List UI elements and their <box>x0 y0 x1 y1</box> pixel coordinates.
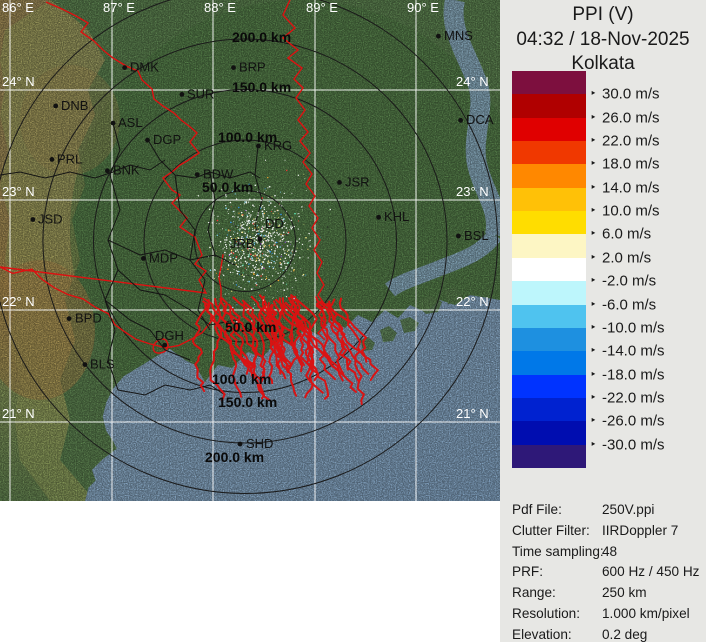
svg-text:DGH: DGH <box>155 328 184 343</box>
svg-text:BPD: BPD <box>75 311 102 326</box>
svg-text:100.0 km: 100.0 km <box>212 371 271 387</box>
svg-text:200.0 km: 200.0 km <box>205 449 264 465</box>
svg-text:150.0 km: 150.0 km <box>218 394 277 410</box>
svg-text:BRP: BRP <box>239 60 266 75</box>
svg-text:90° E: 90° E <box>407 0 439 15</box>
svg-text:DGP: DGP <box>153 132 181 147</box>
svg-text:50.0 km: 50.0 km <box>225 319 276 335</box>
svg-text:23° N: 23° N <box>2 184 35 199</box>
svg-text:89° E: 89° E <box>306 0 338 15</box>
svg-text:DCA: DCA <box>466 112 494 127</box>
svg-text:PRL: PRL <box>57 151 82 166</box>
svg-text:BNK: BNK <box>113 163 140 178</box>
svg-text:21° N: 21° N <box>2 406 35 421</box>
svg-text:JRB: JRB <box>230 236 255 251</box>
svg-text:BLS: BLS <box>90 357 115 372</box>
svg-text:SUR: SUR <box>187 86 214 101</box>
svg-text:DNB: DNB <box>61 98 88 113</box>
svg-text:24° N: 24° N <box>2 74 35 89</box>
svg-text:23° N: 23° N <box>456 184 489 199</box>
svg-text:21° N: 21° N <box>456 406 489 421</box>
svg-text:DMK: DMK <box>130 60 159 75</box>
svg-text:22° N: 22° N <box>2 294 35 309</box>
svg-text:86° E: 86° E <box>2 0 34 15</box>
svg-text:22° N: 22° N <box>456 294 489 309</box>
svg-text:MDP: MDP <box>149 250 178 265</box>
svg-text:24° N: 24° N <box>456 74 489 89</box>
svg-text:BSL: BSL <box>464 228 489 243</box>
svg-text:200.0 km: 200.0 km <box>232 29 291 45</box>
svg-text:DD: DD <box>265 216 284 231</box>
svg-text:JSD: JSD <box>38 211 63 226</box>
svg-text:150.0 km: 150.0 km <box>232 79 291 95</box>
svg-text:88° E: 88° E <box>204 0 236 15</box>
svg-text:50.0 km: 50.0 km <box>202 179 253 195</box>
svg-text:KHL: KHL <box>384 209 409 224</box>
svg-text:87° E: 87° E <box>103 0 135 15</box>
svg-text:MNS: MNS <box>444 28 473 43</box>
svg-text:JSR: JSR <box>345 174 370 189</box>
svg-text:100.0 km: 100.0 km <box>218 129 277 145</box>
svg-text:ASL: ASL <box>118 115 143 130</box>
